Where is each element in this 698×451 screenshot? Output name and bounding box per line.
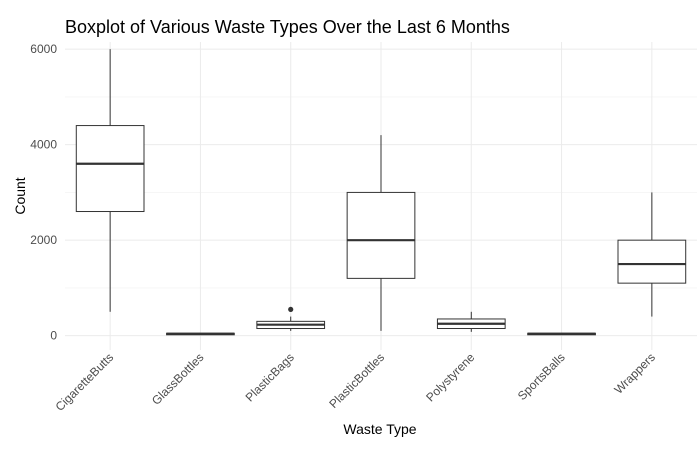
y-tick-label: 2000	[30, 233, 57, 247]
iqr-box	[75, 125, 145, 213]
box-SportsBalls	[527, 332, 596, 336]
boxes-layer	[75, 49, 687, 336]
x-tick-label: PlasticBags	[243, 350, 297, 404]
iqr-box	[346, 191, 416, 279]
x-tick-label: PlasticBottles	[326, 350, 387, 411]
y-tick-label: 0	[50, 329, 57, 343]
iqr-box	[617, 239, 687, 284]
x-tick-label: SportsBalls	[515, 350, 568, 403]
box-PlasticBags	[256, 306, 326, 331]
x-tick-labels: CigaretteButts GlassBottles PlasticBags Pla…	[53, 350, 658, 414]
x-tick-label: Polystyrene	[423, 350, 477, 404]
y-tick-label: 6000	[30, 42, 57, 56]
y-tick-labels: 0 2000 4000 6000	[30, 42, 57, 343]
y-axis-title: Count	[12, 177, 28, 214]
x-tick-label: GlassBottles	[149, 350, 207, 408]
box-Polystyrene	[436, 311, 506, 332]
box-CigaretteButts	[75, 49, 145, 312]
box-GlassBottles	[166, 332, 235, 336]
x-tick-label: Wrappers	[611, 350, 658, 397]
box-Wrappers	[617, 192, 687, 317]
x-axis-title: Waste Type	[343, 421, 416, 437]
x-tick-label: CigaretteButts	[53, 350, 117, 414]
chart-title: Boxplot of Various Waste Types Over the …	[65, 17, 510, 37]
y-tick-label: 4000	[30, 138, 57, 152]
box-PlasticBottles	[346, 135, 416, 331]
outlier-point	[288, 306, 294, 313]
